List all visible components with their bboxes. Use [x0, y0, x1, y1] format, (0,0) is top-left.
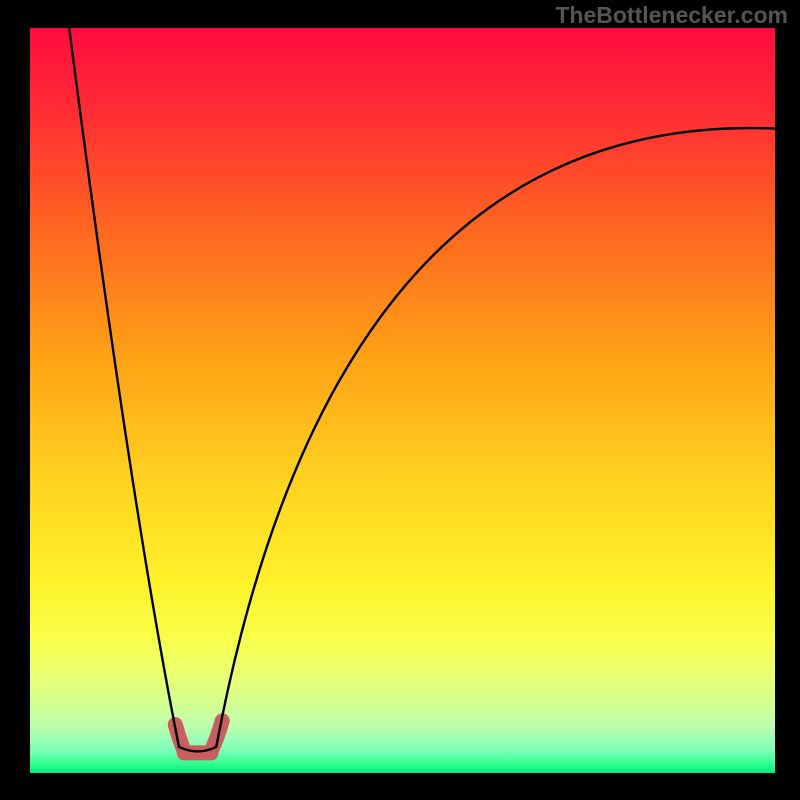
- black-left-curve: [67, 28, 179, 747]
- black-right-curve: [216, 128, 775, 747]
- chart-frame: TheBottlenecker.com: [0, 0, 800, 800]
- watermark-text: TheBottlenecker.com: [555, 2, 788, 29]
- curve-layer: [30, 28, 775, 773]
